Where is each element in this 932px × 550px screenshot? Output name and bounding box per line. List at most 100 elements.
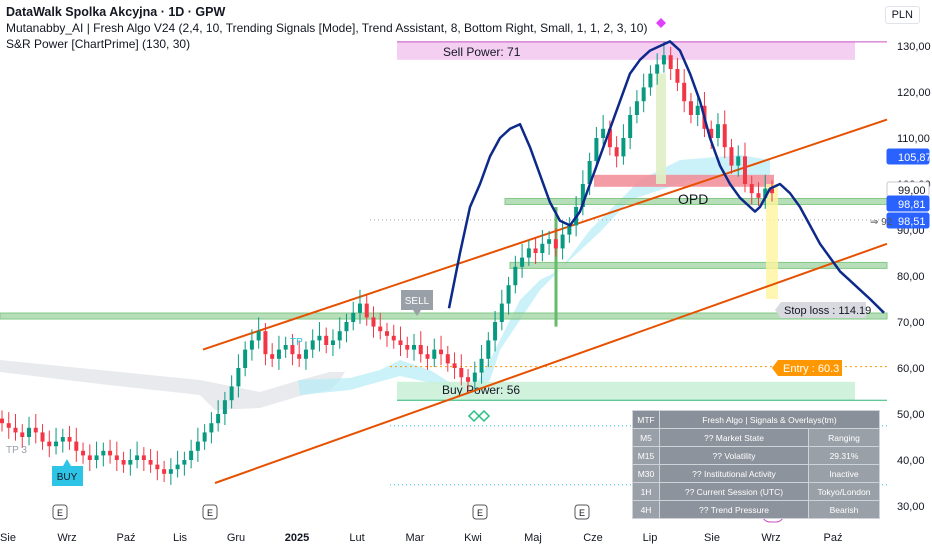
dashboard-row: M15 ?? Volatility 29.31% [632,446,880,465]
candle-body [729,147,734,166]
candle-body [216,414,221,424]
price-tag-label: 105,87 [898,152,932,164]
candle-body [40,432,45,442]
price-tag-label: 98,81 [898,199,926,211]
candle-body [101,450,106,456]
x-tick-label: Cze [583,532,603,544]
candle-body [520,257,525,267]
x-tick-label: Gru [227,532,245,544]
dashboard-row-value: Inactive [808,464,880,483]
price-tag-label: 99,00 [898,185,926,197]
diamond-icon [477,409,491,423]
indicator-legend-sr-power[interactable]: S&R Power [ChartPrime] (130, 30) [6,37,191,51]
candle-body [195,441,200,451]
channel-upper-line [202,118,888,351]
sell-power-zone [397,41,855,60]
tp3-label: TP 3 [6,445,27,456]
price-tag [886,195,930,212]
x-tick-label: Sie [0,532,16,544]
candle-body [493,322,498,341]
candle-body [337,331,342,341]
dashboard-row-tf: 1H [632,482,660,501]
candle-body [229,386,234,401]
candle-body [121,460,126,465]
candle-body [432,349,437,359]
candle-body [601,128,606,138]
candle-body [168,469,173,474]
candle-body [357,303,362,313]
candle-body [371,317,376,327]
sell-signal-label: SELL [405,296,430,307]
candle-body [249,340,254,350]
candle-body [27,427,32,437]
y-tick-label: 50,00 [897,409,925,421]
dashboard-row-tf: M30 [632,464,660,483]
earnings-marker [472,504,488,520]
y-tick-label: 40,00 [897,455,925,467]
candle-body [628,115,633,138]
candle-body [141,455,146,460]
candle-body [283,345,288,350]
dashboard-row-tf: M5 [632,428,660,447]
candle-body [688,101,693,115]
candle-body [67,437,72,442]
earnings-marker-label: E [579,508,585,518]
price-marker-92: ⇒ 92 [870,217,893,228]
candle-body [506,285,511,304]
candle-body [385,331,389,336]
candle-body [236,368,241,387]
candle-body [74,441,79,451]
symbol-title[interactable]: DataWalk Spolka Akcyjna · 1D · GPW [6,5,226,19]
candle-body [310,340,315,350]
diamond-icon [467,409,481,423]
currency-label[interactable]: PLN [884,6,920,24]
candle-body [742,156,747,184]
candle-body [641,87,646,102]
dashboard-row-label: ?? Current Session (UTC) [659,482,809,501]
x-tick-label: Sie [704,532,720,544]
indicator-legend-fresh-algo[interactable]: Mutanabby_AI | Fresh Algo V24 (2,4, 10, … [6,21,648,35]
highlight-bar [766,184,778,299]
earnings-marker-label: E [207,508,213,518]
candle-body [459,368,464,378]
candle-body [256,331,261,341]
candle-body [87,455,92,460]
candle-body [114,455,119,460]
sell-power-label: Sell Power: 71 [443,45,521,59]
buy-power-label: Buy Power: 56 [442,383,520,397]
candle-body [763,188,768,198]
candle-body [303,349,308,359]
candle-body [378,326,383,332]
sr-level [0,312,888,320]
price-tag [886,212,930,229]
chart-legend: DataWalk Spolka Akcyjna · 1D · GPW Mutan… [6,4,647,52]
y-tick-label: 30,00 [897,501,925,513]
x-tick-label: Paź [824,532,843,544]
candle-body [540,243,545,253]
dashboard-row-label: ?? Institutional Activity [659,464,809,483]
fresh-algo-dashboard: MTF Fresh Algo | Signals & Overlays(tm) … [632,410,880,519]
dashboard-row: M30 ?? Institutional Activity Inactive [632,464,880,483]
candle-body [0,418,4,424]
entry-label: Entry : 60.3 [783,363,839,375]
highlight-bar [656,73,666,184]
dashboard-row: 4H ?? Trend Pressure Bearish [632,500,880,519]
y-tick-label: 70,00 [897,317,925,329]
candle-body [513,266,518,286]
x-tick-label: Kwi [464,532,482,544]
trend-cloud-bearish [0,360,345,410]
x-tick-label: Wrz [761,532,780,544]
earnings-marker [52,504,68,520]
candle-body [81,450,86,456]
candle-body [418,345,423,355]
candle-body [749,184,754,194]
candle-body [182,460,187,465]
earnings-marker [574,504,590,520]
candle-body [445,354,450,364]
dashboard-header: MTF Fresh Algo | Signals & Overlays(tm) [632,410,880,429]
candle-body [222,400,227,414]
dashboard-row-value: 29.31% [808,446,880,465]
candle-body [351,312,356,322]
stop-loss-label: Stop loss : 114.19 [784,305,871,317]
